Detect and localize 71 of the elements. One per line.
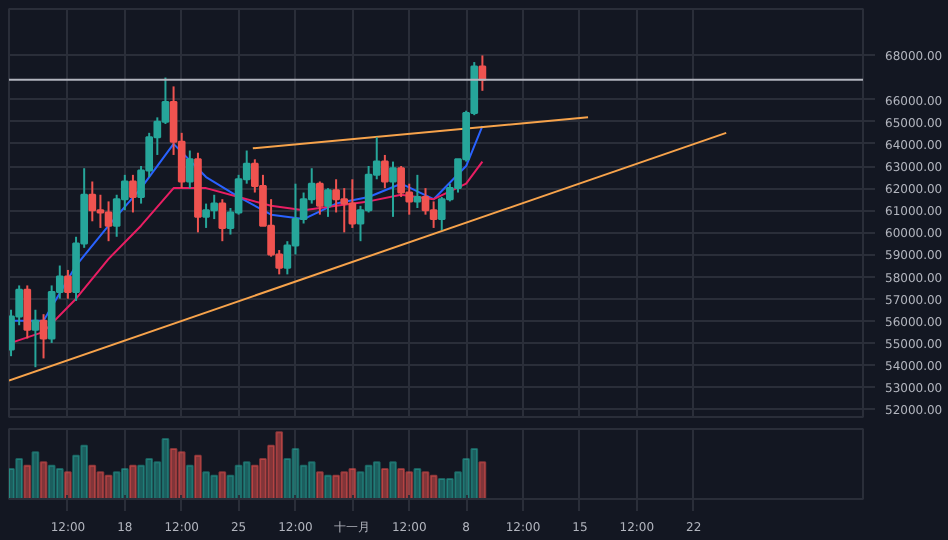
bar <box>316 471 324 499</box>
bar <box>31 451 40 499</box>
candlestick <box>39 313 48 360</box>
bar <box>15 458 23 499</box>
bar <box>397 468 405 499</box>
bar <box>389 461 397 499</box>
candlestick <box>218 198 227 243</box>
bar <box>153 461 162 499</box>
candlestick <box>348 178 357 229</box>
candlestick <box>104 200 113 243</box>
candlestick <box>210 193 219 221</box>
bar <box>72 454 80 499</box>
bar <box>177 451 186 499</box>
bar <box>137 464 145 499</box>
bar <box>210 474 219 499</box>
candlestick <box>185 149 194 190</box>
bar <box>202 471 210 499</box>
candlestick <box>23 284 32 340</box>
bar <box>283 458 292 499</box>
bar <box>39 461 48 499</box>
candlestick <box>129 173 137 214</box>
bar <box>275 431 284 499</box>
bar <box>145 458 154 499</box>
bar <box>405 471 414 499</box>
bar <box>185 464 194 499</box>
bar <box>129 464 137 499</box>
bar <box>307 461 316 499</box>
candlestick <box>381 153 389 190</box>
candlestick <box>96 193 105 229</box>
candlestick <box>202 202 210 229</box>
bar <box>250 464 259 499</box>
bar <box>218 471 227 499</box>
bar <box>80 444 89 499</box>
candlestick <box>64 268 72 300</box>
bar <box>437 478 446 499</box>
bar <box>55 468 64 499</box>
bar <box>462 458 470 499</box>
candlestick <box>31 308 40 369</box>
bar <box>259 458 267 499</box>
candlestick <box>316 180 324 216</box>
bar <box>421 471 430 499</box>
bar <box>372 461 381 499</box>
bar <box>446 478 454 499</box>
bar <box>169 448 178 499</box>
candlestick <box>413 173 422 210</box>
bar <box>267 444 275 499</box>
candlestick <box>421 187 430 216</box>
bar <box>161 438 170 499</box>
bar <box>112 471 121 499</box>
bar <box>381 468 389 499</box>
bar <box>356 471 365 499</box>
bar <box>23 464 32 499</box>
bar <box>454 471 462 499</box>
candlestick <box>324 187 332 218</box>
bar <box>64 471 72 499</box>
bar <box>9 468 15 499</box>
bar <box>324 474 332 499</box>
bar <box>47 464 56 499</box>
bar <box>413 468 422 499</box>
bar <box>478 461 487 499</box>
candlestick <box>340 187 349 234</box>
bar <box>120 468 129 499</box>
bar <box>96 471 105 499</box>
bar <box>242 461 251 499</box>
candlestick <box>389 160 397 218</box>
bar <box>88 464 97 499</box>
bar <box>470 448 479 499</box>
bar <box>332 474 340 499</box>
bar <box>194 454 202 499</box>
candlestick <box>88 180 97 223</box>
bar <box>340 471 349 499</box>
